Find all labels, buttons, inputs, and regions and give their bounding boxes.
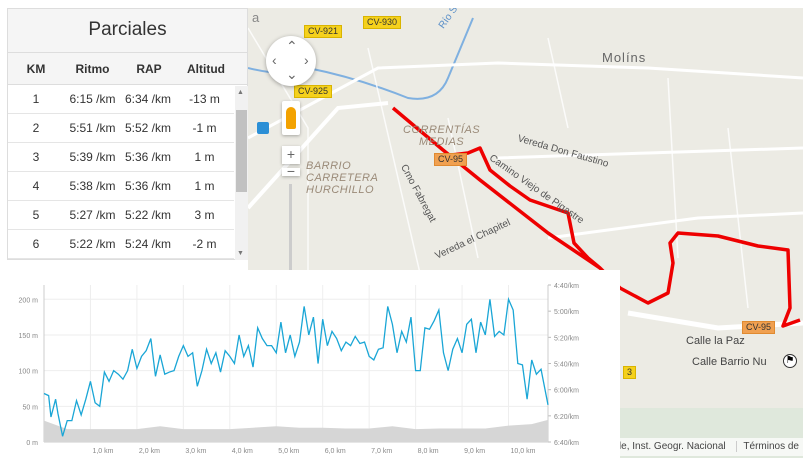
map-label-a: a — [252, 10, 260, 25]
split-cell-altitud: -2 m — [192, 237, 217, 251]
split-cell-ritmo: 5:22 /km — [69, 237, 116, 251]
street-view-pegman-icon[interactable] — [282, 101, 300, 135]
x-tick-label: 10,0 km — [511, 448, 536, 455]
split-row[interactable]: 2 5:51 /km 5:52 /km -1 m — [8, 114, 234, 143]
x-tick-label: 9,0 km — [464, 448, 485, 455]
col-altitud: Altitud — [187, 62, 225, 76]
split-cell-rap: 5:36 /km — [124, 179, 172, 193]
split-cell-altitud: -1 m — [192, 121, 217, 135]
split-cell-ritmo: 5:27 /km — [69, 208, 116, 222]
x-tick-label: 5,0 km — [278, 448, 299, 455]
x-tick-label: 8,0 km — [418, 448, 439, 455]
pace-line — [43, 296, 549, 437]
pan-up-icon[interactable]: ⌃ — [286, 38, 298, 54]
district-correntias: CORRENTÍAS MEDIAS — [403, 124, 481, 148]
map-attribution: ogle, Inst. Geogr. Nacional Términos de — [603, 438, 803, 456]
split-cell-ritmo: 5:38 /km — [69, 179, 116, 193]
split-cell-altitud: 3 m — [194, 208, 215, 222]
scroll-up-icon[interactable]: ▲ — [237, 89, 244, 96]
col-ritmo: Ritmo — [75, 62, 110, 76]
split-cell-km: 3 — [32, 150, 40, 164]
scroll-down-icon[interactable]: ▼ — [237, 250, 244, 257]
pan-down-icon[interactable]: ⌄ — [286, 66, 298, 82]
splits-scrollbar[interactable]: ▲ ▼ — [235, 86, 248, 260]
right-tick-label: 6:20/km — [554, 414, 579, 421]
split-cell-rap: 5:24 /km — [124, 237, 172, 251]
zoom-out-button[interactable]: − — [282, 164, 300, 178]
split-row[interactable]: 3 5:39 /km 5:36 /km 1 m — [8, 143, 234, 172]
zoom-slider[interactable] — [289, 184, 292, 274]
split-cell-altitud: 1 m — [194, 179, 215, 193]
splits-rows: 1 6:15 /km 6:34 /km -13 m 2 5:51 /km 5:52 /km -… — [8, 85, 247, 259]
road-shield-cv925: CV-925 — [294, 85, 333, 98]
bus-stop-icon[interactable] — [257, 122, 269, 134]
map-label-calle-barrio: Calle Barrio Nu — [692, 356, 767, 368]
left-tick-label: 100 m — [19, 369, 39, 376]
right-tick-label: 5:40/km — [554, 362, 579, 369]
splits-panel: Parciales KM Ritmo RAP Altitud 1 6:15 /km… — [7, 8, 248, 260]
road-shield-3: 3 — [623, 366, 637, 379]
altitude-area — [44, 419, 548, 442]
split-cell-ritmo: 6:15 /km — [69, 92, 116, 106]
splits-title: Parciales — [8, 9, 247, 53]
right-tick-label: 6:00/km — [554, 388, 579, 395]
split-cell-km: 6 — [32, 237, 40, 251]
split-cell-rap: 5:52 /km — [124, 121, 172, 135]
road-shield-cv930: CV-930 — [363, 16, 402, 29]
split-cell-km: 2 — [32, 121, 40, 135]
right-tick-label: 5:20/km — [554, 335, 579, 342]
district-barrio-carretera: BARRIO CARRETERA HURCHILLO — [306, 160, 379, 196]
pan-left-icon[interactable]: ‹ — [272, 52, 277, 68]
split-cell-rap: 5:36 /km — [124, 150, 172, 164]
zoom-in-button[interactable]: + — [282, 146, 300, 164]
pace-elevation-chart: 1,0 km 2,0 km 3,0 km 4,0 km 5,0 km 6,0 km 7,0 … — [4, 270, 620, 458]
split-row[interactable]: 4 5:38 /km 5:36 /km 1 m — [8, 172, 234, 201]
left-tick-label: 0 m — [26, 440, 38, 447]
split-row[interactable]: 1 6:15 /km 6:34 /km -13 m — [8, 85, 234, 114]
x-tick-label: 4,0 km — [232, 448, 253, 455]
x-tick-label: 7,0 km — [371, 448, 392, 455]
terms-link[interactable]: Términos de — [736, 441, 799, 452]
col-rap: RAP — [136, 62, 162, 76]
split-cell-altitud: -13 m — [189, 92, 220, 106]
split-row[interactable]: 6 5:22 /km 5:24 /km -2 m — [8, 230, 234, 259]
road-shield-cv95-east: CV-95 — [742, 321, 776, 334]
scrollbar-thumb[interactable] — [236, 110, 247, 192]
split-cell-km: 5 — [32, 208, 40, 222]
pan-right-icon[interactable]: › — [304, 52, 309, 68]
split-cell-rap: 6:34 /km — [124, 92, 172, 106]
right-tick-label: 4:40/km — [554, 283, 579, 290]
map-label-calle-paz: Calle la Paz — [686, 335, 745, 347]
right-tick-label: 6:40/km — [554, 440, 579, 447]
finish-flag-icon: ⚑ — [783, 354, 797, 368]
split-cell-rap: 5:22 /km — [124, 208, 172, 222]
left-tick-label: 200 m — [19, 297, 39, 304]
route-track — [391, 106, 801, 328]
split-cell-km: 4 — [32, 179, 40, 193]
attribution-text: ogle, Inst. Geogr. Nacional — [607, 441, 726, 452]
x-tick-label: 2,0 km — [139, 448, 160, 455]
pan-control[interactable]: ⌃ ‹ › ⌄ — [266, 36, 316, 86]
left-tick-label: 50 m — [22, 404, 38, 411]
right-tick-label: 5:00/km — [554, 309, 579, 316]
chart-svg: 1,0 km 2,0 km 3,0 km 4,0 km 5,0 km 6,0 km 7,0 … — [19, 283, 580, 455]
map-label-molins: Molíns — [602, 50, 647, 65]
splits-header: KM Ritmo RAP Altitud — [8, 53, 247, 85]
x-tick-label: 6,0 km — [325, 448, 346, 455]
split-cell-km: 1 — [32, 92, 40, 106]
split-cell-altitud: 1 m — [194, 150, 215, 164]
road-shield-cv921: CV-921 — [304, 25, 343, 38]
x-tick-label: 1,0 km — [92, 448, 113, 455]
split-cell-ritmo: 5:51 /km — [69, 121, 116, 135]
split-row[interactable]: 5 5:27 /km 5:22 /km 3 m — [8, 201, 234, 230]
x-tick-label: 3,0 km — [185, 448, 206, 455]
road-shield-cv95: CV-95 — [434, 153, 468, 166]
col-km: KM — [26, 62, 46, 76]
left-tick-label: 150 m — [19, 333, 39, 340]
split-cell-ritmo: 5:39 /km — [69, 150, 116, 164]
